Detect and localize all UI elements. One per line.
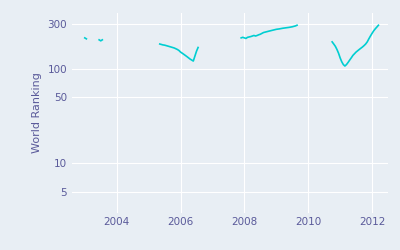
Y-axis label: World Ranking: World Ranking [32, 72, 42, 153]
